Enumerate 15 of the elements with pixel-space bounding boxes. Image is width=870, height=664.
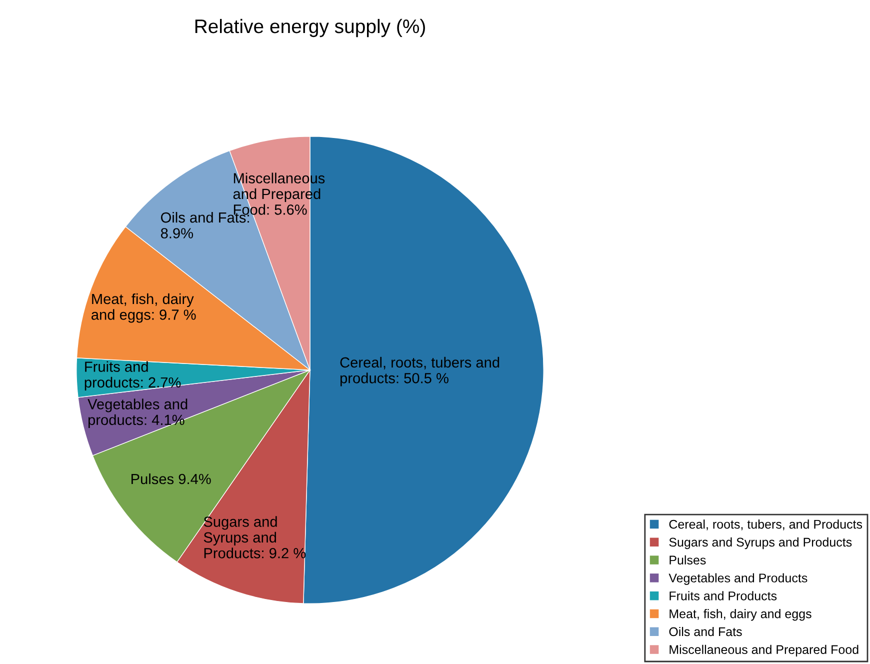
legend-label: Cereal, roots, tubers, and Products bbox=[669, 520, 862, 530]
data-label: Meat, fish, dairy and eggs: 9.7 % bbox=[92, 293, 196, 323]
chart-title: Relative energy supply (%) bbox=[195, 18, 425, 38]
legend-label: Vegetables and Products bbox=[668, 573, 808, 585]
legend-label: Pulses bbox=[670, 555, 706, 565]
data-label: Vegetables and products: 4.1% bbox=[88, 398, 188, 428]
data-label: Oils and Fats: 8.9% bbox=[160, 212, 249, 238]
data-label: Fruits and products: 2.7% bbox=[84, 361, 181, 390]
legend-label: Fruits and Products bbox=[670, 591, 777, 600]
legend-label: Oils and Fats bbox=[669, 626, 742, 636]
legend-label: Sugars and Syrups and Products bbox=[669, 537, 852, 550]
data-label: Cereal, roots, tubers and products: 50.5 % bbox=[340, 356, 500, 386]
legend-label: Miscellaneous and Prepared Food bbox=[670, 644, 858, 656]
legend-label: Meat, fish, dairy and eggs bbox=[670, 609, 812, 621]
data-label: Pulses 9.4% bbox=[132, 473, 211, 484]
